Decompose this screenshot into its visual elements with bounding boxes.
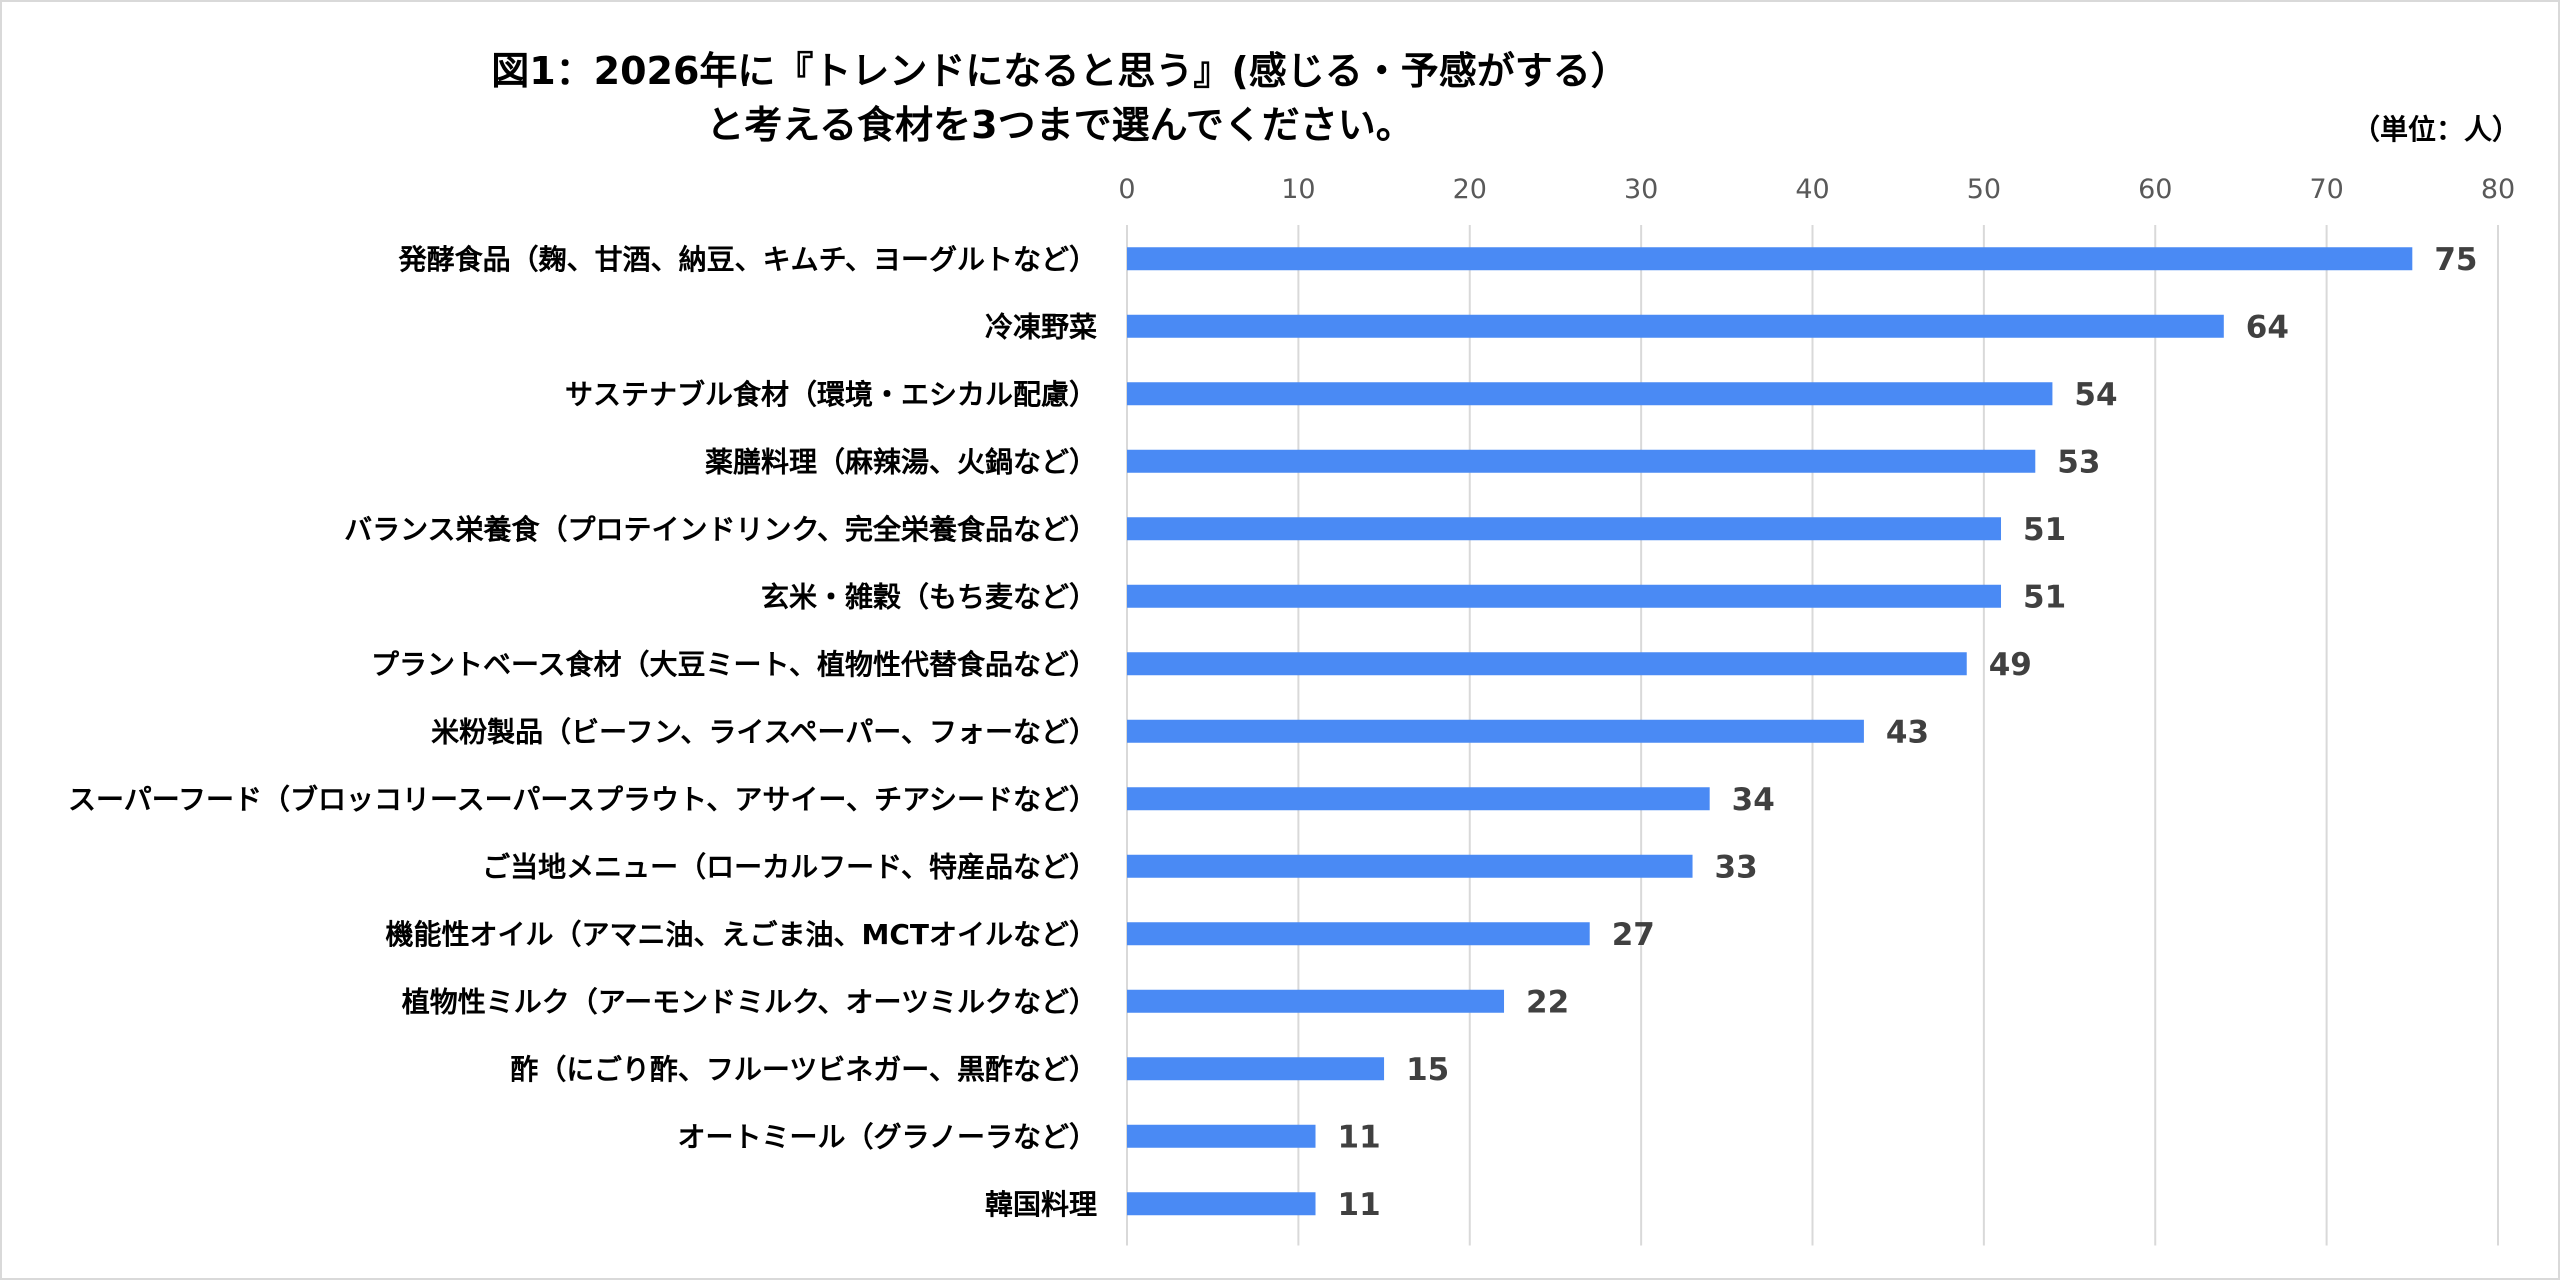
category-label: オートミール（グラノーラなど）	[678, 1120, 1097, 1153]
x-tick-label: 80	[2481, 174, 2515, 205]
bar	[1127, 382, 2053, 406]
chart-title: 図1：2026年に『トレンドになると思う』(感じる・予感がする）	[491, 49, 1629, 93]
bar	[1127, 247, 2413, 271]
bar	[1127, 449, 2036, 473]
bar	[1127, 922, 1590, 946]
data-label: 11	[1338, 1187, 1381, 1223]
x-tick-label: 50	[1967, 174, 2001, 205]
category-label: 植物性ミルク（アーモンドミルク、オーツミルクなど）	[402, 985, 1097, 1018]
data-label: 49	[1989, 647, 2032, 683]
category-label: スーパーフード（ブロッコリースーパースプラウト、アサイー、チアシードなど）	[68, 783, 1097, 816]
data-label: 22	[1526, 984, 1569, 1020]
unit-label: （単位：人）	[2351, 113, 2520, 146]
category-label: サステナブル食材（環境・エシカル配慮）	[565, 378, 1097, 411]
bar	[1127, 1124, 1316, 1148]
data-label: 15	[1406, 1052, 1449, 1088]
category-label: プラントベース食材（大豆ミート、植物性代替食品など）	[371, 648, 1097, 681]
category-label: 発酵食品（麹、甘酒、納豆、キムチ、ヨーグルトなど）	[398, 243, 1097, 276]
data-label: 34	[1732, 782, 1775, 818]
data-label: 27	[1612, 917, 1655, 953]
bar	[1127, 1057, 1385, 1081]
x-tick-label: 20	[1453, 174, 1487, 205]
bar	[1127, 1192, 1316, 1216]
data-label: 33	[1715, 849, 1758, 885]
bar	[1127, 652, 1967, 676]
category-label: 酢（にごり酢、フルーツビネガー、黒酢など）	[510, 1053, 1097, 1086]
x-tick-label: 10	[1281, 174, 1315, 205]
category-label: バランス栄養食（プロテインドリンク、完全栄養食品など）	[344, 513, 1097, 546]
category-label: 韓国料理	[985, 1188, 1097, 1221]
bar	[1127, 584, 2002, 608]
bar	[1127, 517, 2002, 541]
x-tick-label: 0	[1118, 174, 1135, 205]
bar	[1127, 719, 1864, 743]
category-label: 冷凍野菜	[985, 310, 1097, 343]
data-label: 64	[2246, 309, 2289, 345]
category-label: ご当地メニュー（ローカルフード、特産品など）	[482, 850, 1097, 883]
data-label: 51	[2023, 512, 2066, 548]
bar	[1127, 314, 2224, 338]
data-label: 75	[2434, 242, 2477, 278]
category-label: 薬膳料理（麻辣湯、火鍋など）	[705, 445, 1097, 478]
bar	[1127, 787, 1710, 811]
category-label: 機能性オイル（アマニ油、えごま油、MCTオイルなど）	[385, 918, 1097, 951]
x-tick-label: 60	[2138, 174, 2172, 205]
category-label: 米粉製品（ビーフン、ライスペーパー、フォーなど）	[431, 715, 1097, 748]
bar	[1127, 854, 1693, 878]
category-label: 玄米・雑穀（もち麦など）	[761, 580, 1097, 613]
data-label: 53	[2057, 444, 2100, 480]
data-label: 11	[1338, 1119, 1381, 1155]
x-tick-label: 70	[2309, 174, 2343, 205]
chart-subtitle: と考える食材を3つまで選んでください。	[706, 103, 1414, 147]
data-label: 54	[2074, 377, 2117, 413]
bar	[1127, 989, 1505, 1013]
x-tick-label: 30	[1624, 174, 1658, 205]
data-label: 43	[1886, 714, 1929, 750]
x-tick-label: 40	[1795, 174, 1829, 205]
data-label: 51	[2023, 579, 2066, 615]
